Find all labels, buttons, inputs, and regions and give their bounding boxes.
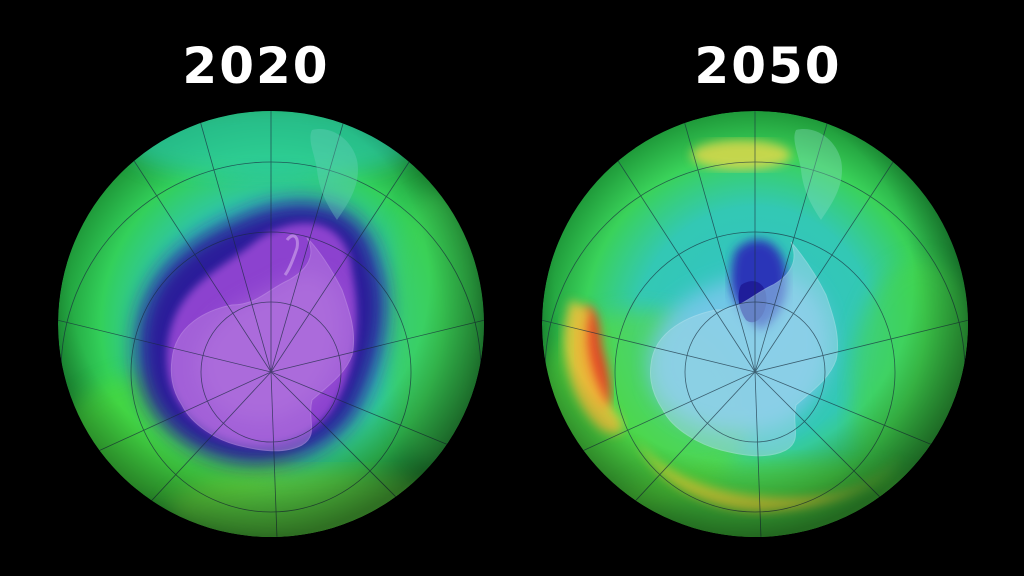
panel-2020: 2020: [57, 37, 485, 538]
globe-2020: [57, 110, 485, 538]
year-title-2050: 2050: [694, 37, 842, 95]
year-title-2020: 2020: [182, 37, 330, 95]
panel-2050: 2050: [512, 0, 1024, 576]
globe-2050: [541, 110, 969, 538]
ozone-map-2020-image: [58, 111, 484, 537]
ozone-map-2050-image: [542, 111, 968, 537]
